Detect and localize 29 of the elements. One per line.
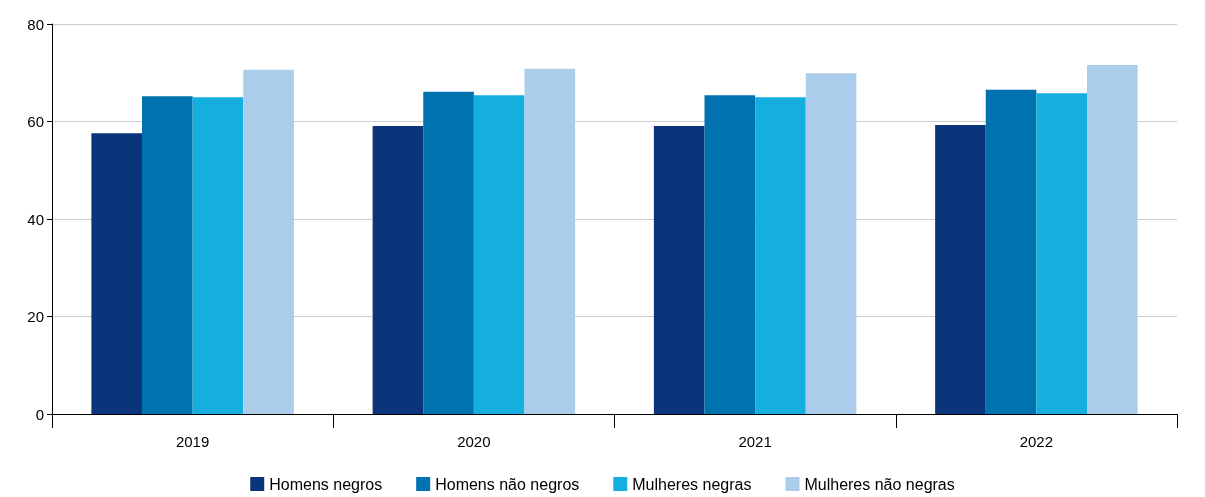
y-tick-label: 60 xyxy=(27,113,44,130)
bar xyxy=(1036,93,1087,414)
bar xyxy=(423,91,474,414)
bar xyxy=(935,124,986,414)
x-tick-label: 2022 xyxy=(1019,433,1054,450)
legend-label: Mulheres negras xyxy=(632,475,752,493)
x-tick-label: 2019 xyxy=(175,433,210,450)
y-tick-label: 0 xyxy=(35,405,44,423)
bar xyxy=(805,73,857,414)
bar xyxy=(524,68,576,414)
bar xyxy=(473,95,525,414)
y-tick-label: 40 xyxy=(27,210,44,228)
bar xyxy=(653,125,705,414)
bar xyxy=(243,69,294,414)
bar xyxy=(704,95,756,414)
y-tick-label: 20 xyxy=(27,308,44,325)
bar xyxy=(372,125,424,414)
x-tick-label: 2021 xyxy=(738,433,772,450)
bar xyxy=(142,96,193,414)
y-tick-label: 80 xyxy=(27,15,44,33)
bar xyxy=(985,89,1037,414)
legend-label: Homens negros xyxy=(269,475,383,493)
legend-label: Homens não negros xyxy=(435,475,580,493)
legend-label: Mulheres não negras xyxy=(804,475,955,493)
bar xyxy=(1087,64,1138,414)
bar xyxy=(755,97,806,414)
bar xyxy=(192,97,244,414)
x-tick-label: 2020 xyxy=(457,433,491,450)
bar xyxy=(91,133,142,414)
